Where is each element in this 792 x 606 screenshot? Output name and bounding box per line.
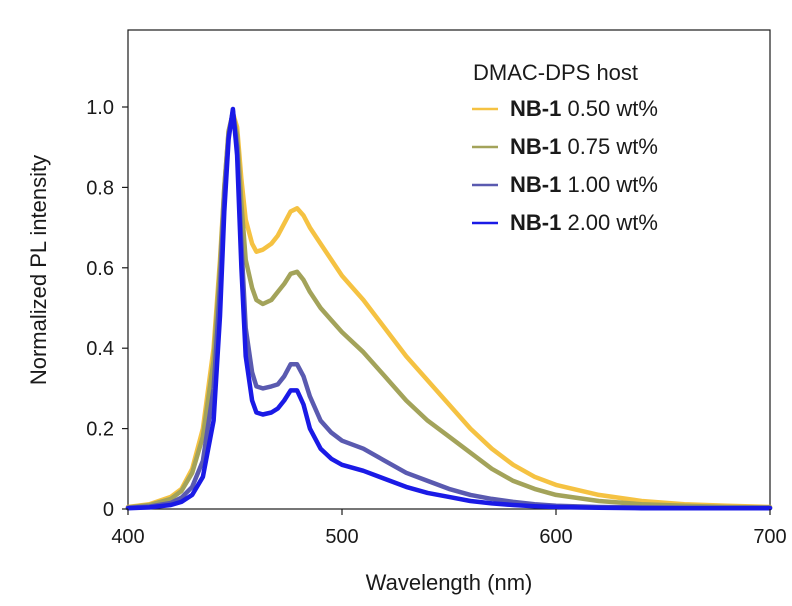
x-tick-label: 600	[539, 526, 572, 548]
y-tick-label: 1.0	[86, 97, 114, 119]
y-tick-label: 0.4	[86, 338, 114, 360]
x-axis-ticks: 400 500 600 700	[111, 509, 787, 548]
x-tick-label: 700	[753, 526, 786, 548]
x-axis-title: Wavelength (nm)	[366, 570, 533, 595]
legend-label-bold: NB-1	[510, 172, 561, 197]
legend-label-1: NB-1 0.50 wt%	[510, 96, 658, 121]
legend-title: DMAC-DPS host	[473, 60, 638, 85]
legend-items: NB-1 0.50 wt%NB-1 0.75 wt%NB-1 1.00 wt%N…	[472, 96, 658, 235]
legend-label-rest: 1.00 wt%	[561, 172, 658, 197]
legend-label-bold: NB-1	[510, 134, 561, 159]
y-tick-label: 0	[103, 499, 114, 521]
series-line-4	[125, 106, 773, 511]
series-line-3	[125, 108, 773, 511]
legend-label-3: NB-1 1.00 wt%	[510, 172, 658, 197]
y-tick-label: 0.8	[86, 177, 114, 199]
legend-label-2: NB-1 0.75 wt%	[510, 134, 658, 159]
y-tick-label: 0.6	[86, 258, 114, 280]
y-tick-label: 0.2	[86, 419, 114, 441]
legend-label-rest: 0.50 wt%	[561, 96, 658, 121]
legend-label-bold: NB-1	[510, 96, 561, 121]
x-tick-label: 400	[111, 526, 144, 548]
legend-label-rest: 2.00 wt%	[561, 210, 658, 235]
plot-area-frame	[127, 29, 771, 510]
legend-label-rest: 0.75 wt%	[561, 134, 658, 159]
x-tick-label: 500	[325, 526, 358, 548]
legend-label-bold: NB-1	[510, 210, 561, 235]
series-lines	[125, 106, 773, 511]
y-axis-ticks: 0 0.2 0.4 0.6 0.8 1.0	[86, 97, 128, 521]
legend: DMAC-DPS host NB-1 0.50 wt%NB-1 0.75 wt%…	[472, 60, 658, 235]
legend-label-4: NB-1 2.00 wt%	[510, 210, 658, 235]
y-axis-title: Normalized PL intensity	[26, 155, 51, 385]
